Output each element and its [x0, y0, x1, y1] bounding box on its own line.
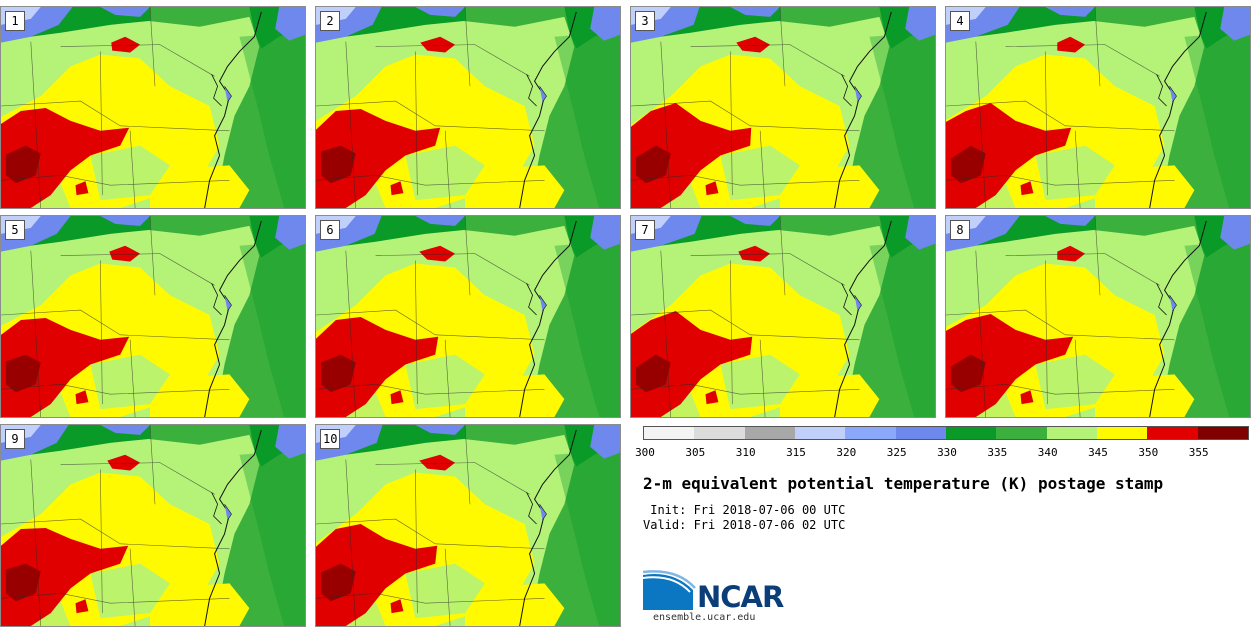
colorbar-swatch — [1197, 427, 1248, 439]
colorbar-swatch — [694, 427, 745, 439]
ncar-logo-icon — [643, 570, 696, 610]
member-panel: 6 — [315, 215, 621, 418]
figure-title: 2-m equivalent potential temperature (K)… — [643, 474, 1164, 493]
colorbar-tick-label: 350 — [1138, 446, 1159, 459]
member-panel: 1 — [0, 6, 306, 209]
colorbar-swatch — [895, 427, 946, 439]
colorbar-swatch — [996, 427, 1047, 439]
colorbar-tick-label: 300 — [635, 446, 655, 459]
theta-e-map — [946, 7, 1250, 208]
colorbar-swatch — [1046, 427, 1097, 439]
member-number-label: 8 — [950, 220, 970, 240]
colorbar-tick-label: 345 — [1088, 446, 1108, 459]
colorbar-tick-label: 335 — [987, 446, 1008, 459]
member-number-label: 6 — [320, 220, 340, 240]
theta-e-map — [631, 7, 935, 208]
colorbar-tick-label: 325 — [886, 446, 907, 459]
member-panel: 2 — [315, 6, 621, 209]
colorbar-swatch — [794, 427, 846, 439]
colorbar-swatch — [1147, 427, 1198, 439]
member-number-label: 4 — [950, 11, 970, 31]
member-panel: 9 — [0, 424, 306, 627]
ncar-logo-text: NCAR — [697, 580, 784, 614]
theta-e-map — [316, 425, 620, 626]
init-time: Init: Fri 2018-07-06 00 UTC — [643, 503, 846, 517]
member-panel: 4 — [945, 6, 1251, 209]
theta-e-map — [316, 7, 620, 208]
theta-e-map — [1, 425, 305, 626]
colorbar-tick-label: 310 — [735, 446, 756, 459]
theta-e-map — [631, 216, 935, 417]
colorbar-tick-label: 340 — [1037, 446, 1058, 459]
member-panel: 7 — [630, 215, 936, 418]
colorbar — [643, 426, 1249, 440]
colorbar-tick-label: 305 — [685, 446, 706, 459]
member-number-label: 10 — [320, 429, 341, 449]
valid-time: Valid: Fri 2018-07-06 02 UTC — [643, 518, 846, 532]
colorbar-swatch — [644, 427, 695, 439]
colorbar-swatch — [845, 427, 896, 439]
member-number-label: 1 — [5, 11, 25, 31]
member-number-label: 9 — [5, 429, 25, 449]
theta-e-map — [946, 216, 1250, 417]
colorbar-swatch — [744, 427, 795, 439]
colorbar-tick-label: 355 — [1188, 446, 1209, 459]
member-panel: 10 — [315, 424, 621, 627]
member-panel: 3 — [630, 6, 936, 209]
colorbar-tick-label: 315 — [786, 446, 806, 459]
theta-e-map — [1, 7, 305, 208]
theta-e-map — [1, 216, 305, 417]
colorbar-swatch — [1096, 427, 1148, 439]
member-number-label: 2 — [320, 11, 340, 31]
member-number-label: 3 — [635, 11, 655, 31]
member-number-label: 5 — [5, 220, 25, 240]
member-panel: 8 — [945, 215, 1251, 418]
colorbar-tick-label: 320 — [836, 446, 857, 459]
colorbar-tick-label: 330 — [937, 446, 957, 459]
theta-e-map — [316, 216, 620, 417]
colorbar-swatch — [945, 427, 997, 439]
member-panel: 5 — [0, 215, 306, 418]
member-number-label: 7 — [635, 220, 655, 240]
site-url: ensemble.ucar.edu — [653, 612, 756, 623]
